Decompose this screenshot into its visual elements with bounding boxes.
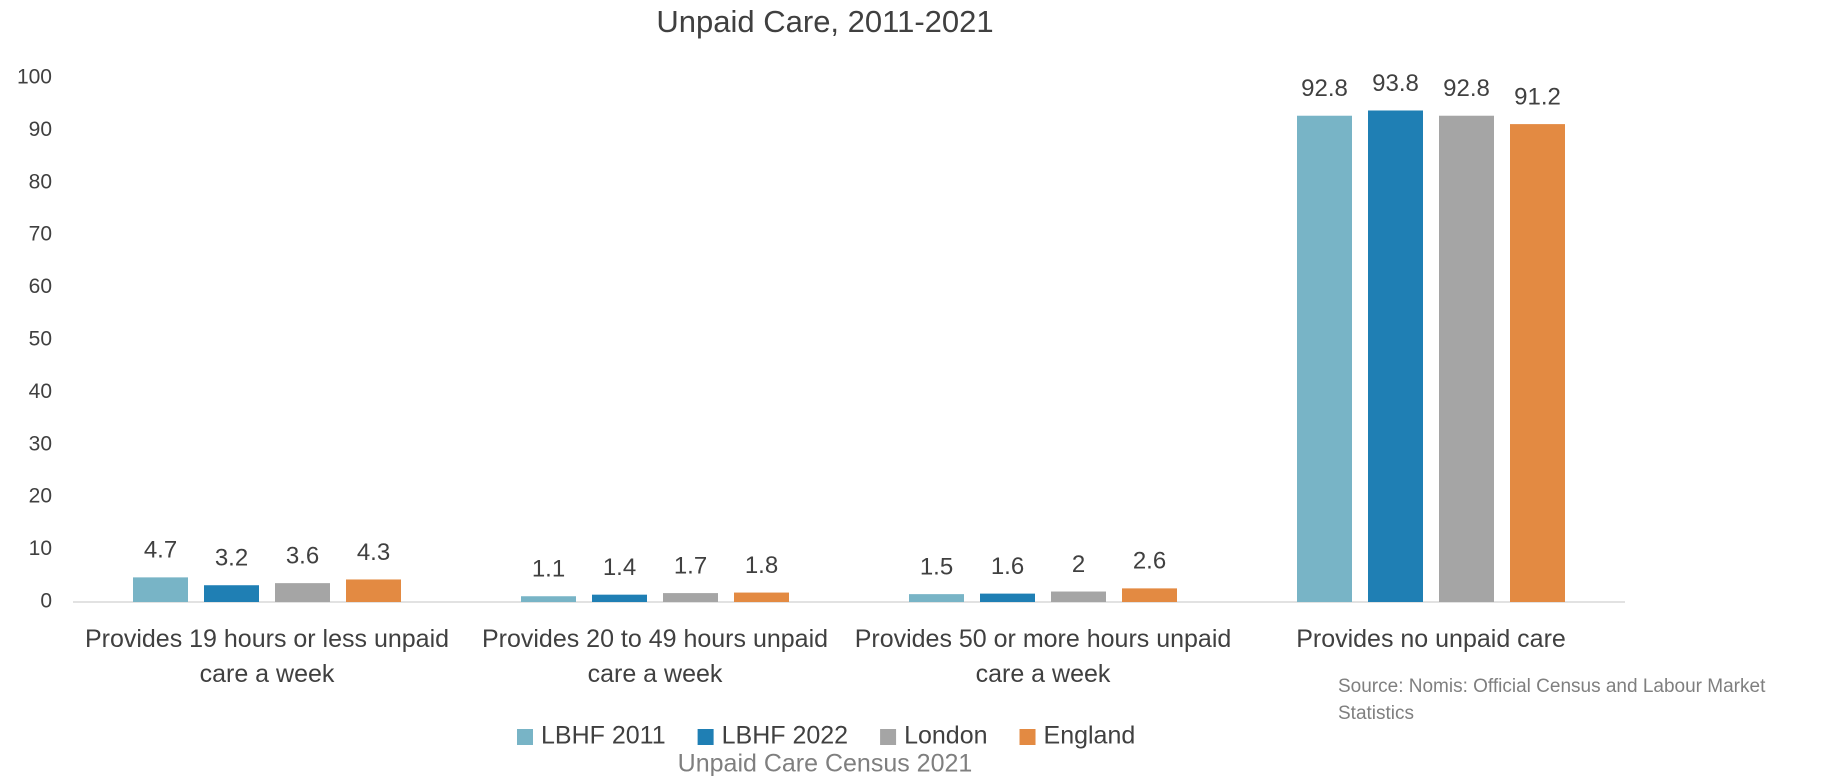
data-label: 4.7 [144, 537, 177, 564]
bar [909, 594, 964, 602]
bar [663, 593, 718, 602]
bar [734, 592, 789, 602]
bar [133, 577, 188, 602]
legend-label: LBHF 2022 [722, 722, 848, 750]
x-tick-label: Provides 19 hours or less unpaid care a … [84, 625, 450, 688]
legend-swatch [697, 729, 714, 745]
data-label: 93.8 [1372, 70, 1419, 97]
data-label: 91.2 [1514, 83, 1561, 110]
legend-swatch [517, 729, 533, 745]
legend-label: LBHF 2011 [541, 722, 666, 750]
data-label: 92.8 [1443, 75, 1490, 102]
source-note: Source: Nomis: Official Census and Labou… [1338, 676, 1766, 724]
y-tick-label: 100 [17, 66, 52, 89]
data-label: 1.8 [745, 552, 778, 579]
data-label: 3.2 [215, 545, 248, 572]
bar [980, 593, 1035, 602]
y-tick-label: 70 [29, 223, 52, 246]
x-tick-label: Provides no unpaid care [1296, 625, 1566, 653]
data-label: 1.4 [603, 554, 636, 581]
bar [1439, 115, 1494, 602]
legend-swatch [1019, 729, 1036, 745]
y-tick-label: 20 [29, 485, 52, 508]
y-tick-label: 60 [29, 275, 52, 298]
y-tick-label: 80 [29, 170, 52, 193]
legend-swatch [880, 729, 897, 745]
y-tick-label: 40 [29, 380, 52, 403]
chart-title: Unpaid Care, 2011-2021 [656, 4, 993, 39]
data-label: 1.6 [991, 553, 1024, 580]
legend-label: London [904, 722, 987, 750]
bar [204, 585, 259, 602]
y-tick-label: 50 [29, 328, 52, 351]
legend-label: England [1044, 722, 1136, 750]
data-label: 1.7 [674, 552, 707, 579]
bar [1051, 591, 1106, 602]
data-label: 2.6 [1133, 548, 1166, 575]
y-tick-label: 10 [29, 537, 52, 560]
bar [275, 583, 330, 602]
x-tick-label: Provides 20 to 49 hours unpaid care a we… [481, 625, 829, 688]
caption: Unpaid Care Census 2021 [678, 750, 973, 776]
bar [1122, 588, 1177, 602]
data-label: 1.1 [532, 556, 565, 583]
data-label: 3.6 [286, 542, 319, 569]
data-label: 2 [1072, 551, 1085, 578]
x-tick-label: Provides 50 or more hours unpaid care a … [854, 625, 1232, 688]
bar [592, 594, 647, 602]
data-label: 4.3 [357, 539, 390, 566]
bar [1510, 124, 1565, 602]
y-tick-label: 0 [40, 590, 52, 613]
bar [521, 596, 576, 602]
data-label: 92.8 [1301, 75, 1348, 102]
data-label: 1.5 [920, 553, 953, 580]
bar [1297, 115, 1352, 602]
bar [1368, 110, 1423, 602]
y-tick-label: 90 [29, 118, 52, 141]
y-tick-label: 30 [29, 432, 52, 455]
bar [346, 579, 401, 602]
